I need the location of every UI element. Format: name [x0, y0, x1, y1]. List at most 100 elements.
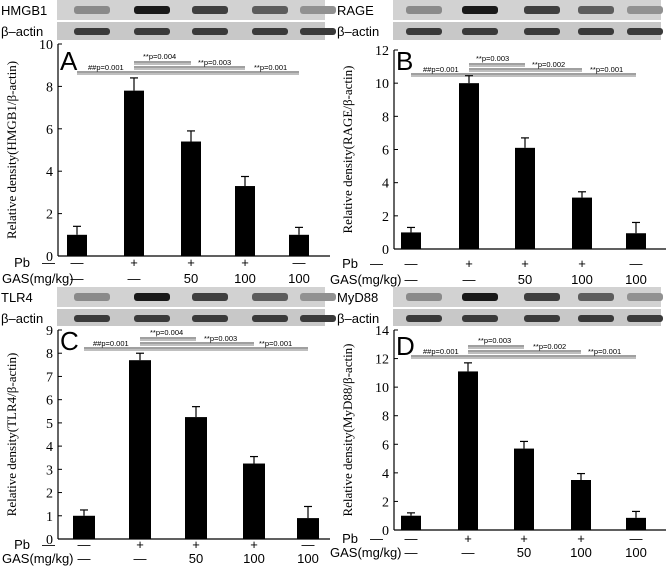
bar	[181, 141, 201, 256]
y-tick-label: 8	[382, 410, 389, 425]
actin-band	[524, 28, 560, 35]
blot-band	[252, 293, 288, 301]
blot-band	[406, 293, 442, 301]
bar	[67, 234, 87, 256]
bar-chart-C: 0 1 2 3 4 5 6 7 8 9 Relative density(TLR4/β-actin)…	[2, 324, 330, 566]
significance-label: ##p=0.001	[423, 347, 459, 356]
actin-band	[462, 315, 498, 322]
y-tick-label: 2	[382, 495, 389, 510]
pb-row-value: —	[630, 531, 643, 546]
pb-row-dash: —	[42, 537, 55, 552]
y-axis-label: Relative density(RAGE/β-actin)	[340, 66, 355, 234]
y-tick-label: 5	[46, 417, 53, 432]
pb-row-value: —	[405, 256, 418, 271]
gas-row-value: 100	[243, 551, 265, 566]
pb-row-value: +	[465, 256, 473, 271]
y-tick-label: 0	[382, 243, 389, 258]
y-tick-label: 10	[375, 77, 389, 92]
y-tick-label: 6	[46, 394, 53, 409]
blot-band	[462, 6, 498, 14]
blot-actin-label: β–actin	[337, 311, 379, 326]
y-tick-label: 1	[46, 510, 53, 525]
pb-row-value: +	[521, 256, 529, 271]
blot-band	[627, 6, 663, 14]
blot-band	[74, 6, 110, 14]
pb-row-value: —	[78, 537, 91, 552]
gas-row-value: 50	[517, 545, 531, 560]
y-tick-label: 2	[46, 487, 53, 502]
significance-label: **p=0.003	[478, 336, 511, 345]
significance-label: **p=0.001	[254, 63, 287, 72]
y-tick-label: 14	[375, 324, 389, 339]
western-blot-2: TLR4 β–actin	[1, 287, 336, 326]
blot-band	[134, 6, 170, 14]
gas-row-value: 100	[570, 545, 592, 560]
pb-row-value: +	[192, 537, 200, 552]
gas-row-value: —	[128, 271, 141, 286]
pb-row-label: Pb	[14, 537, 30, 552]
significance-label: **p=0.002	[533, 342, 566, 351]
actin-band	[406, 28, 442, 35]
pb-row-dash: —	[42, 255, 55, 270]
blot-band	[192, 293, 228, 301]
y-tick-label: 2	[382, 210, 389, 225]
y-tick-label: 6	[382, 144, 389, 159]
y-tick-label: 7	[46, 370, 53, 385]
bar	[514, 448, 534, 530]
bar	[458, 371, 478, 530]
significance-label: **p=0.004	[150, 328, 183, 337]
gas-row-value: —	[405, 272, 418, 287]
significance-label: **p=0.001	[259, 339, 292, 348]
significance-label: **p=0.003	[204, 334, 237, 343]
actin-band	[192, 28, 228, 35]
actin-band	[627, 315, 663, 322]
pb-row-value: +	[520, 531, 528, 546]
pb-row-value: +	[250, 537, 258, 552]
gas-row-value: —	[462, 545, 475, 560]
blot-band	[627, 293, 663, 301]
bar	[73, 515, 95, 539]
gas-row-value: 50	[518, 272, 532, 287]
bar	[185, 417, 207, 539]
blot-band	[406, 6, 442, 14]
y-tick-label: 4	[382, 467, 389, 482]
pb-row-value: —	[302, 537, 315, 552]
pb-row-value: +	[578, 256, 586, 271]
bar	[515, 147, 535, 249]
pb-row-value: +	[241, 255, 249, 270]
bar	[235, 186, 255, 256]
pb-row-value: —	[405, 531, 418, 546]
y-tick-label: 8	[46, 80, 53, 95]
blot-actin-label: β–actin	[1, 24, 43, 39]
panel-letter: C	[60, 326, 79, 356]
y-tick-label: 3	[46, 463, 53, 478]
bar	[401, 232, 421, 249]
blot-band	[74, 293, 110, 301]
blot-protein-label: HMGB1	[1, 3, 47, 18]
y-tick-label: 8	[46, 347, 53, 362]
pb-row-label: Pb	[14, 255, 30, 270]
actin-band	[252, 315, 288, 322]
blot-band	[252, 6, 288, 14]
pb-row-label: Pb	[342, 531, 358, 546]
blot-strip-actin	[57, 22, 325, 40]
y-tick-label: 0	[46, 250, 53, 265]
bar	[571, 480, 591, 530]
blot-protein-label: RAGE	[337, 3, 374, 18]
gas-row-value: —	[71, 271, 84, 286]
significance-label: **p=0.003	[198, 58, 231, 67]
significance-label: ##p=0.001	[88, 63, 124, 72]
bar	[572, 197, 592, 249]
actin-band	[134, 28, 170, 35]
y-tick-label: 10	[39, 38, 53, 53]
actin-band	[134, 315, 170, 322]
gas-row-value: —	[405, 545, 418, 560]
bar	[129, 360, 151, 539]
bar-chart-D: 0 2 4 6 8 10 12 14 Relative density(MyD88/β-acti…	[330, 324, 666, 560]
pb-row-value: +	[577, 531, 585, 546]
gas-row-value: —	[463, 272, 476, 287]
blot-band	[192, 6, 228, 14]
y-axis-label: Relative density(TLR4/β-actin)	[4, 353, 19, 517]
